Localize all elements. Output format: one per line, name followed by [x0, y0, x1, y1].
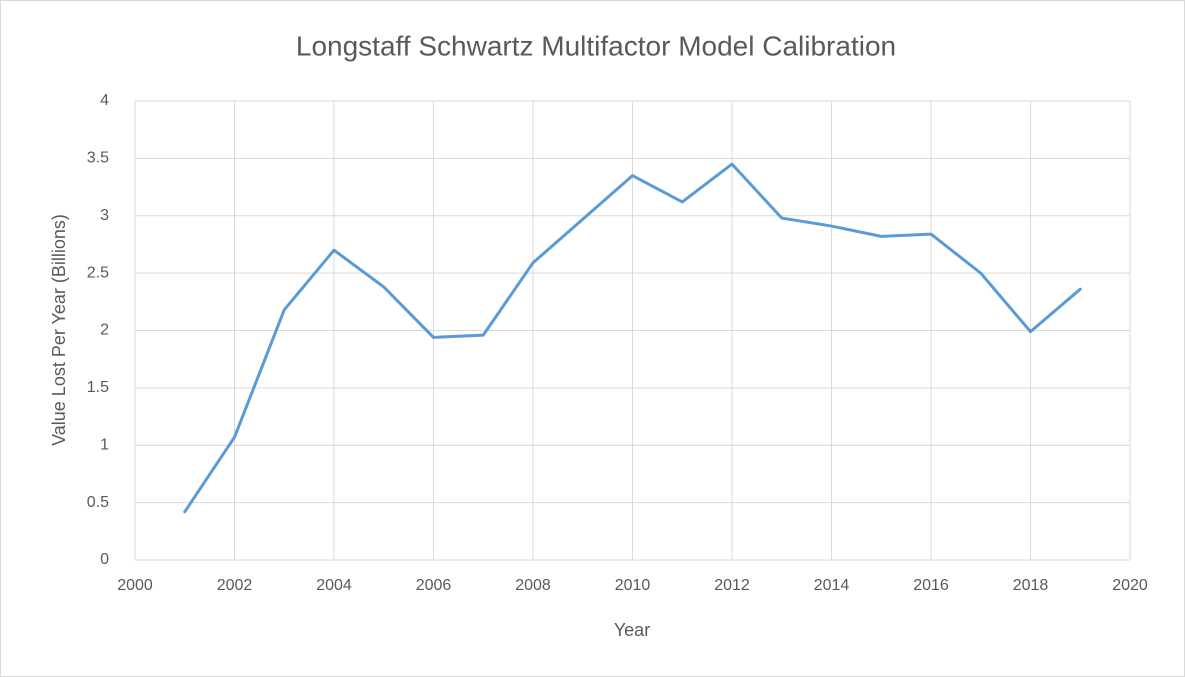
y-tick-label: 0 [100, 551, 109, 568]
x-tick-label: 2002 [217, 577, 253, 594]
x-tick-label: 2008 [515, 577, 551, 594]
y-tick-label: 2 [100, 322, 109, 339]
data-line [183, 162, 1082, 514]
y-tick-label: 2.5 [87, 264, 109, 281]
y-tick-label: 1 [100, 436, 109, 453]
x-tick-label: 2018 [1013, 577, 1049, 594]
chart-title: Longstaff Schwartz Multifactor Model Cal… [296, 30, 896, 61]
x-tick-label: 2006 [416, 577, 452, 594]
x-tick-label: 2014 [814, 577, 850, 594]
y-axis-title: Value Lost Per Year (Billions) [49, 214, 69, 446]
x-tick-label: 2020 [1112, 577, 1148, 594]
y-tick-label: 3 [100, 207, 109, 224]
y-tick-label: 0.5 [87, 494, 109, 511]
x-tick-label: 2004 [316, 577, 352, 594]
y-tick-label: 4 [100, 92, 109, 109]
x-tick-label: 2012 [714, 577, 750, 594]
x-axis-title: Year [614, 620, 650, 640]
x-tick-label: 2000 [117, 577, 153, 594]
x-tick-label: 2016 [913, 577, 949, 594]
y-tick-label: 1.5 [87, 379, 109, 396]
x-tick-label: 2010 [615, 577, 651, 594]
y-tick-label: 3.5 [87, 150, 109, 167]
